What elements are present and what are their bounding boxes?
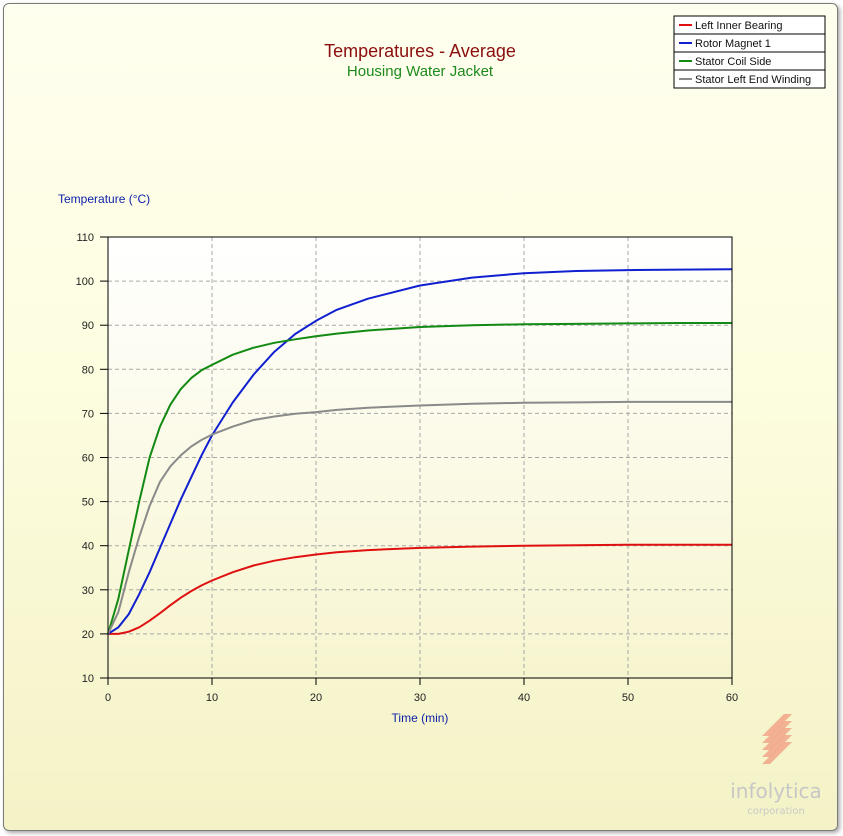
x-tick-label: 20 bbox=[310, 692, 322, 704]
grid-lines bbox=[108, 237, 732, 678]
x-tick-label: 30 bbox=[414, 692, 426, 704]
y-tick-label: 100 bbox=[76, 276, 94, 288]
x-axis-title: Time (min) bbox=[392, 711, 449, 725]
y-tick-label: 40 bbox=[82, 541, 94, 553]
brand-name: infolytica bbox=[730, 779, 822, 803]
y-tick-label: 70 bbox=[82, 408, 94, 420]
series-line-3 bbox=[107, 322, 732, 635]
logo-stripe bbox=[762, 742, 792, 764]
series-line-2 bbox=[107, 268, 733, 635]
legend: Left Inner Bearing Rotor Magnet 1 Stator C… bbox=[673, 15, 826, 89]
x-tick-label: 10 bbox=[206, 692, 218, 704]
series-layer bbox=[107, 268, 733, 635]
y-tick-label: 20 bbox=[82, 629, 94, 641]
y-tick-label: 110 bbox=[76, 232, 94, 244]
x-tick-label: 40 bbox=[518, 692, 530, 704]
chart-subtitle: Housing Water Jacket bbox=[347, 63, 494, 80]
legend-label: Left Inner Bearing bbox=[695, 20, 782, 32]
brand-tagline: corporation bbox=[747, 806, 805, 817]
legend-label: Stator Coil Side bbox=[695, 56, 771, 68]
series-line-1 bbox=[108, 543, 732, 635]
y-tick-label: 80 bbox=[82, 364, 94, 376]
logo-stripe bbox=[762, 735, 792, 757]
infolytica-logo bbox=[762, 714, 792, 764]
legend-label: Stator Left End Winding bbox=[695, 74, 811, 86]
series-line-4 bbox=[107, 400, 732, 635]
y-tick-label: 30 bbox=[82, 585, 94, 597]
x-tick-label: 50 bbox=[622, 692, 634, 704]
logo-stripe bbox=[762, 714, 792, 736]
x-tick-label: 0 bbox=[105, 692, 111, 704]
y-axis-title: Temperature (°C) bbox=[58, 192, 150, 206]
logo-stripe bbox=[762, 721, 792, 743]
chart-title: Temperatures - Average bbox=[324, 41, 516, 61]
y-tick-label: 60 bbox=[82, 453, 94, 465]
y-tick-label: 90 bbox=[82, 320, 94, 332]
y-tick-label: 50 bbox=[82, 497, 94, 509]
legend-label: Rotor Magnet 1 bbox=[695, 38, 771, 50]
axes: 10 20 30 40 50 60 70 80 90 100 110 0 10 20 30 40 50 60 bbox=[76, 232, 738, 704]
logo-mark bbox=[762, 714, 792, 764]
x-tick-label: 60 bbox=[726, 692, 738, 704]
y-tick-label: 10 bbox=[82, 673, 94, 685]
logo-stripe bbox=[762, 728, 792, 750]
